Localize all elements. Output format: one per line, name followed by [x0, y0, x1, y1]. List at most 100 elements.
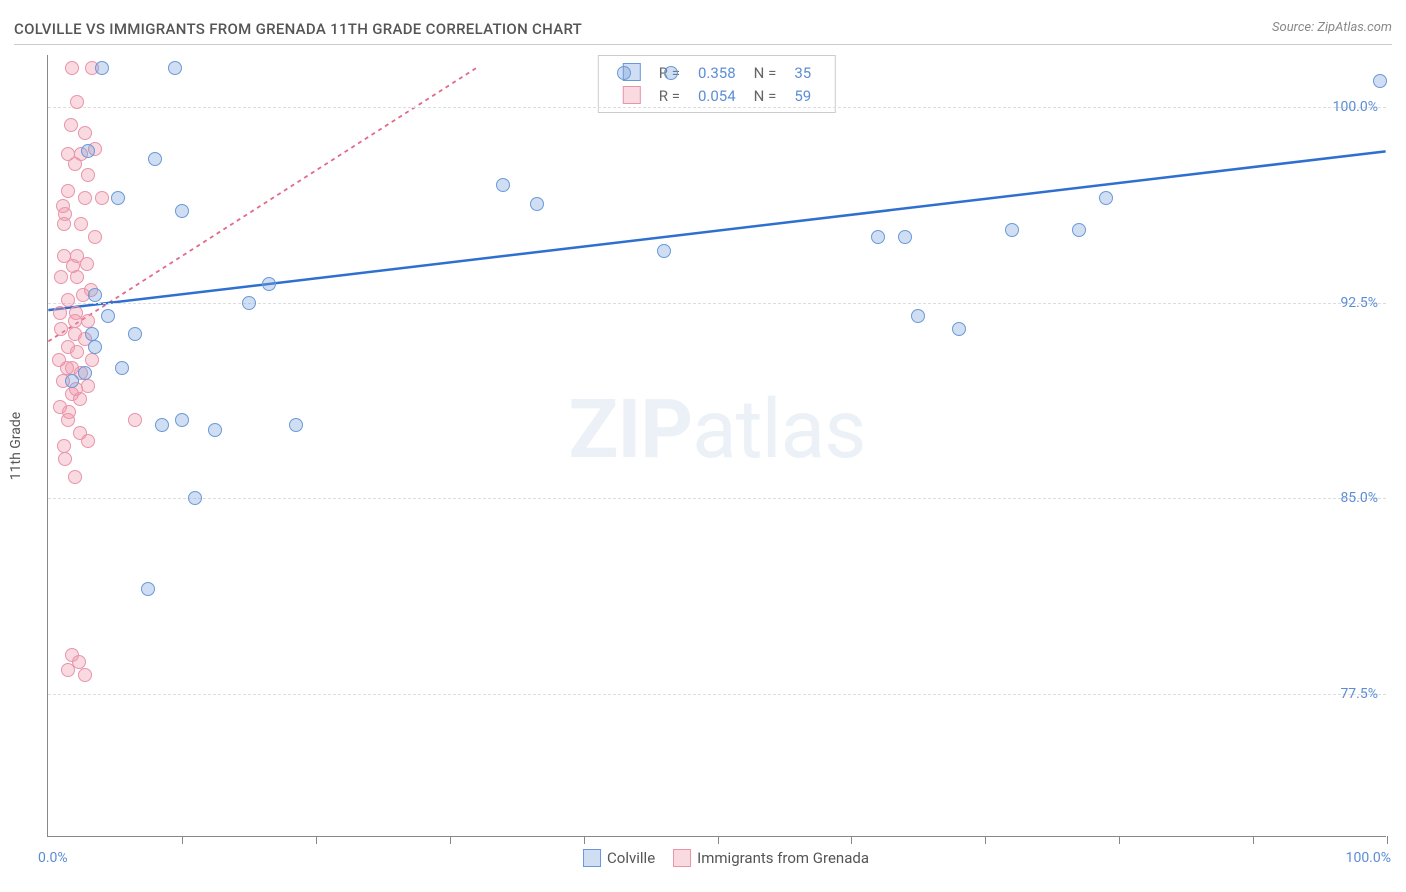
- y-axis-tick-label: 100.0%: [1333, 99, 1378, 115]
- data-point: [1072, 223, 1086, 237]
- legend-swatch: [673, 849, 691, 867]
- data-point: [73, 426, 87, 440]
- data-point: [95, 61, 109, 75]
- legend-series-label: Colville: [607, 849, 655, 867]
- data-point: [78, 191, 92, 205]
- data-point: [175, 413, 189, 427]
- data-point: [128, 327, 142, 341]
- y-axis-title: 11th Grade: [8, 412, 24, 480]
- data-point: [1373, 74, 1387, 88]
- chart-title: COLVILLE VS IMMIGRANTS FROM GRENADA 11TH…: [14, 20, 582, 38]
- legend-r-value: 0.054: [690, 85, 744, 106]
- data-point: [78, 366, 92, 380]
- data-point: [188, 491, 202, 505]
- watermark: ZIPatlas: [569, 382, 866, 478]
- data-point: [911, 309, 925, 323]
- data-point: [208, 423, 222, 437]
- data-point: [141, 582, 155, 596]
- data-point: [115, 361, 129, 375]
- gridline: [48, 107, 1386, 108]
- x-axis-tick: [718, 836, 719, 844]
- x-axis-tick: [1119, 836, 1120, 844]
- data-point: [61, 293, 75, 307]
- x-axis-tick: [1253, 836, 1254, 844]
- data-point: [61, 184, 75, 198]
- y-axis-tick-label: 92.5%: [1340, 295, 1378, 311]
- data-point: [68, 314, 82, 328]
- data-point: [85, 327, 99, 341]
- x-axis-tick: [450, 836, 451, 844]
- data-point: [617, 66, 631, 80]
- x-axis-min-label: 0.0%: [38, 850, 68, 866]
- data-point: [70, 345, 84, 359]
- data-point: [242, 296, 256, 310]
- data-point: [66, 259, 80, 273]
- data-point: [74, 217, 88, 231]
- data-point: [85, 353, 99, 367]
- data-point: [65, 374, 79, 388]
- data-point: [168, 61, 182, 75]
- data-point: [65, 61, 79, 75]
- data-point: [54, 322, 68, 336]
- legend-n-label: N =: [746, 62, 785, 83]
- source-label: Source: ZipAtlas.com: [1272, 20, 1392, 35]
- legend-r-value: 0.358: [690, 62, 744, 83]
- legend-n-label: N =: [746, 85, 785, 106]
- data-point: [664, 66, 678, 80]
- data-point: [88, 340, 102, 354]
- legend-series: Colville Immigrants from Grenada: [565, 849, 869, 868]
- data-point: [95, 191, 109, 205]
- legend-r-label: R =: [651, 85, 688, 106]
- data-point: [88, 288, 102, 302]
- data-point: [1099, 191, 1113, 205]
- data-point: [78, 668, 92, 682]
- data-point: [262, 277, 276, 291]
- data-point: [81, 379, 95, 393]
- trend-lines: [48, 55, 1386, 836]
- x-axis-tick: [1387, 836, 1388, 844]
- data-point: [56, 199, 70, 213]
- legend-swatch: [583, 849, 601, 867]
- x-axis-tick: [851, 836, 852, 844]
- x-axis-tick: [316, 836, 317, 844]
- header: COLVILLE VS IMMIGRANTS FROM GRENADA 11TH…: [14, 20, 1392, 45]
- data-point: [1005, 223, 1019, 237]
- legend-n-value: 59: [786, 85, 819, 106]
- data-point: [78, 126, 92, 140]
- data-point: [289, 418, 303, 432]
- data-point: [68, 157, 82, 171]
- gridline: [48, 694, 1386, 695]
- x-axis-tick: [182, 836, 183, 844]
- data-point: [64, 118, 78, 132]
- data-point: [111, 191, 125, 205]
- legend-swatch: [623, 86, 641, 104]
- data-point: [57, 439, 71, 453]
- legend-correlation: R =0.358N =35R =0.054N =59: [598, 55, 836, 113]
- plot-area: ZIPatlas R =0.358N =35R =0.054N =59 0.0%…: [47, 55, 1386, 837]
- y-axis-tick-label: 77.5%: [1340, 686, 1378, 702]
- data-point: [898, 230, 912, 244]
- x-axis-max-label: 100.0%: [1346, 850, 1391, 866]
- x-axis-tick: [985, 836, 986, 844]
- data-point: [155, 418, 169, 432]
- data-point: [88, 230, 102, 244]
- data-point: [80, 257, 94, 271]
- data-point: [62, 405, 76, 419]
- y-axis-tick-label: 85.0%: [1340, 490, 1378, 506]
- legend-n-value: 35: [786, 62, 819, 83]
- data-point: [871, 230, 885, 244]
- data-point: [70, 95, 84, 109]
- data-point: [53, 306, 67, 320]
- data-point: [81, 168, 95, 182]
- x-axis-tick: [584, 836, 585, 844]
- data-point: [54, 270, 68, 284]
- data-point: [61, 663, 75, 677]
- data-point: [60, 361, 74, 375]
- legend-series-label: Immigrants from Grenada: [697, 849, 869, 867]
- data-point: [128, 413, 142, 427]
- gridline: [48, 498, 1386, 499]
- data-point: [58, 452, 72, 466]
- data-point: [68, 470, 82, 484]
- data-point: [657, 244, 671, 258]
- data-point: [530, 197, 544, 211]
